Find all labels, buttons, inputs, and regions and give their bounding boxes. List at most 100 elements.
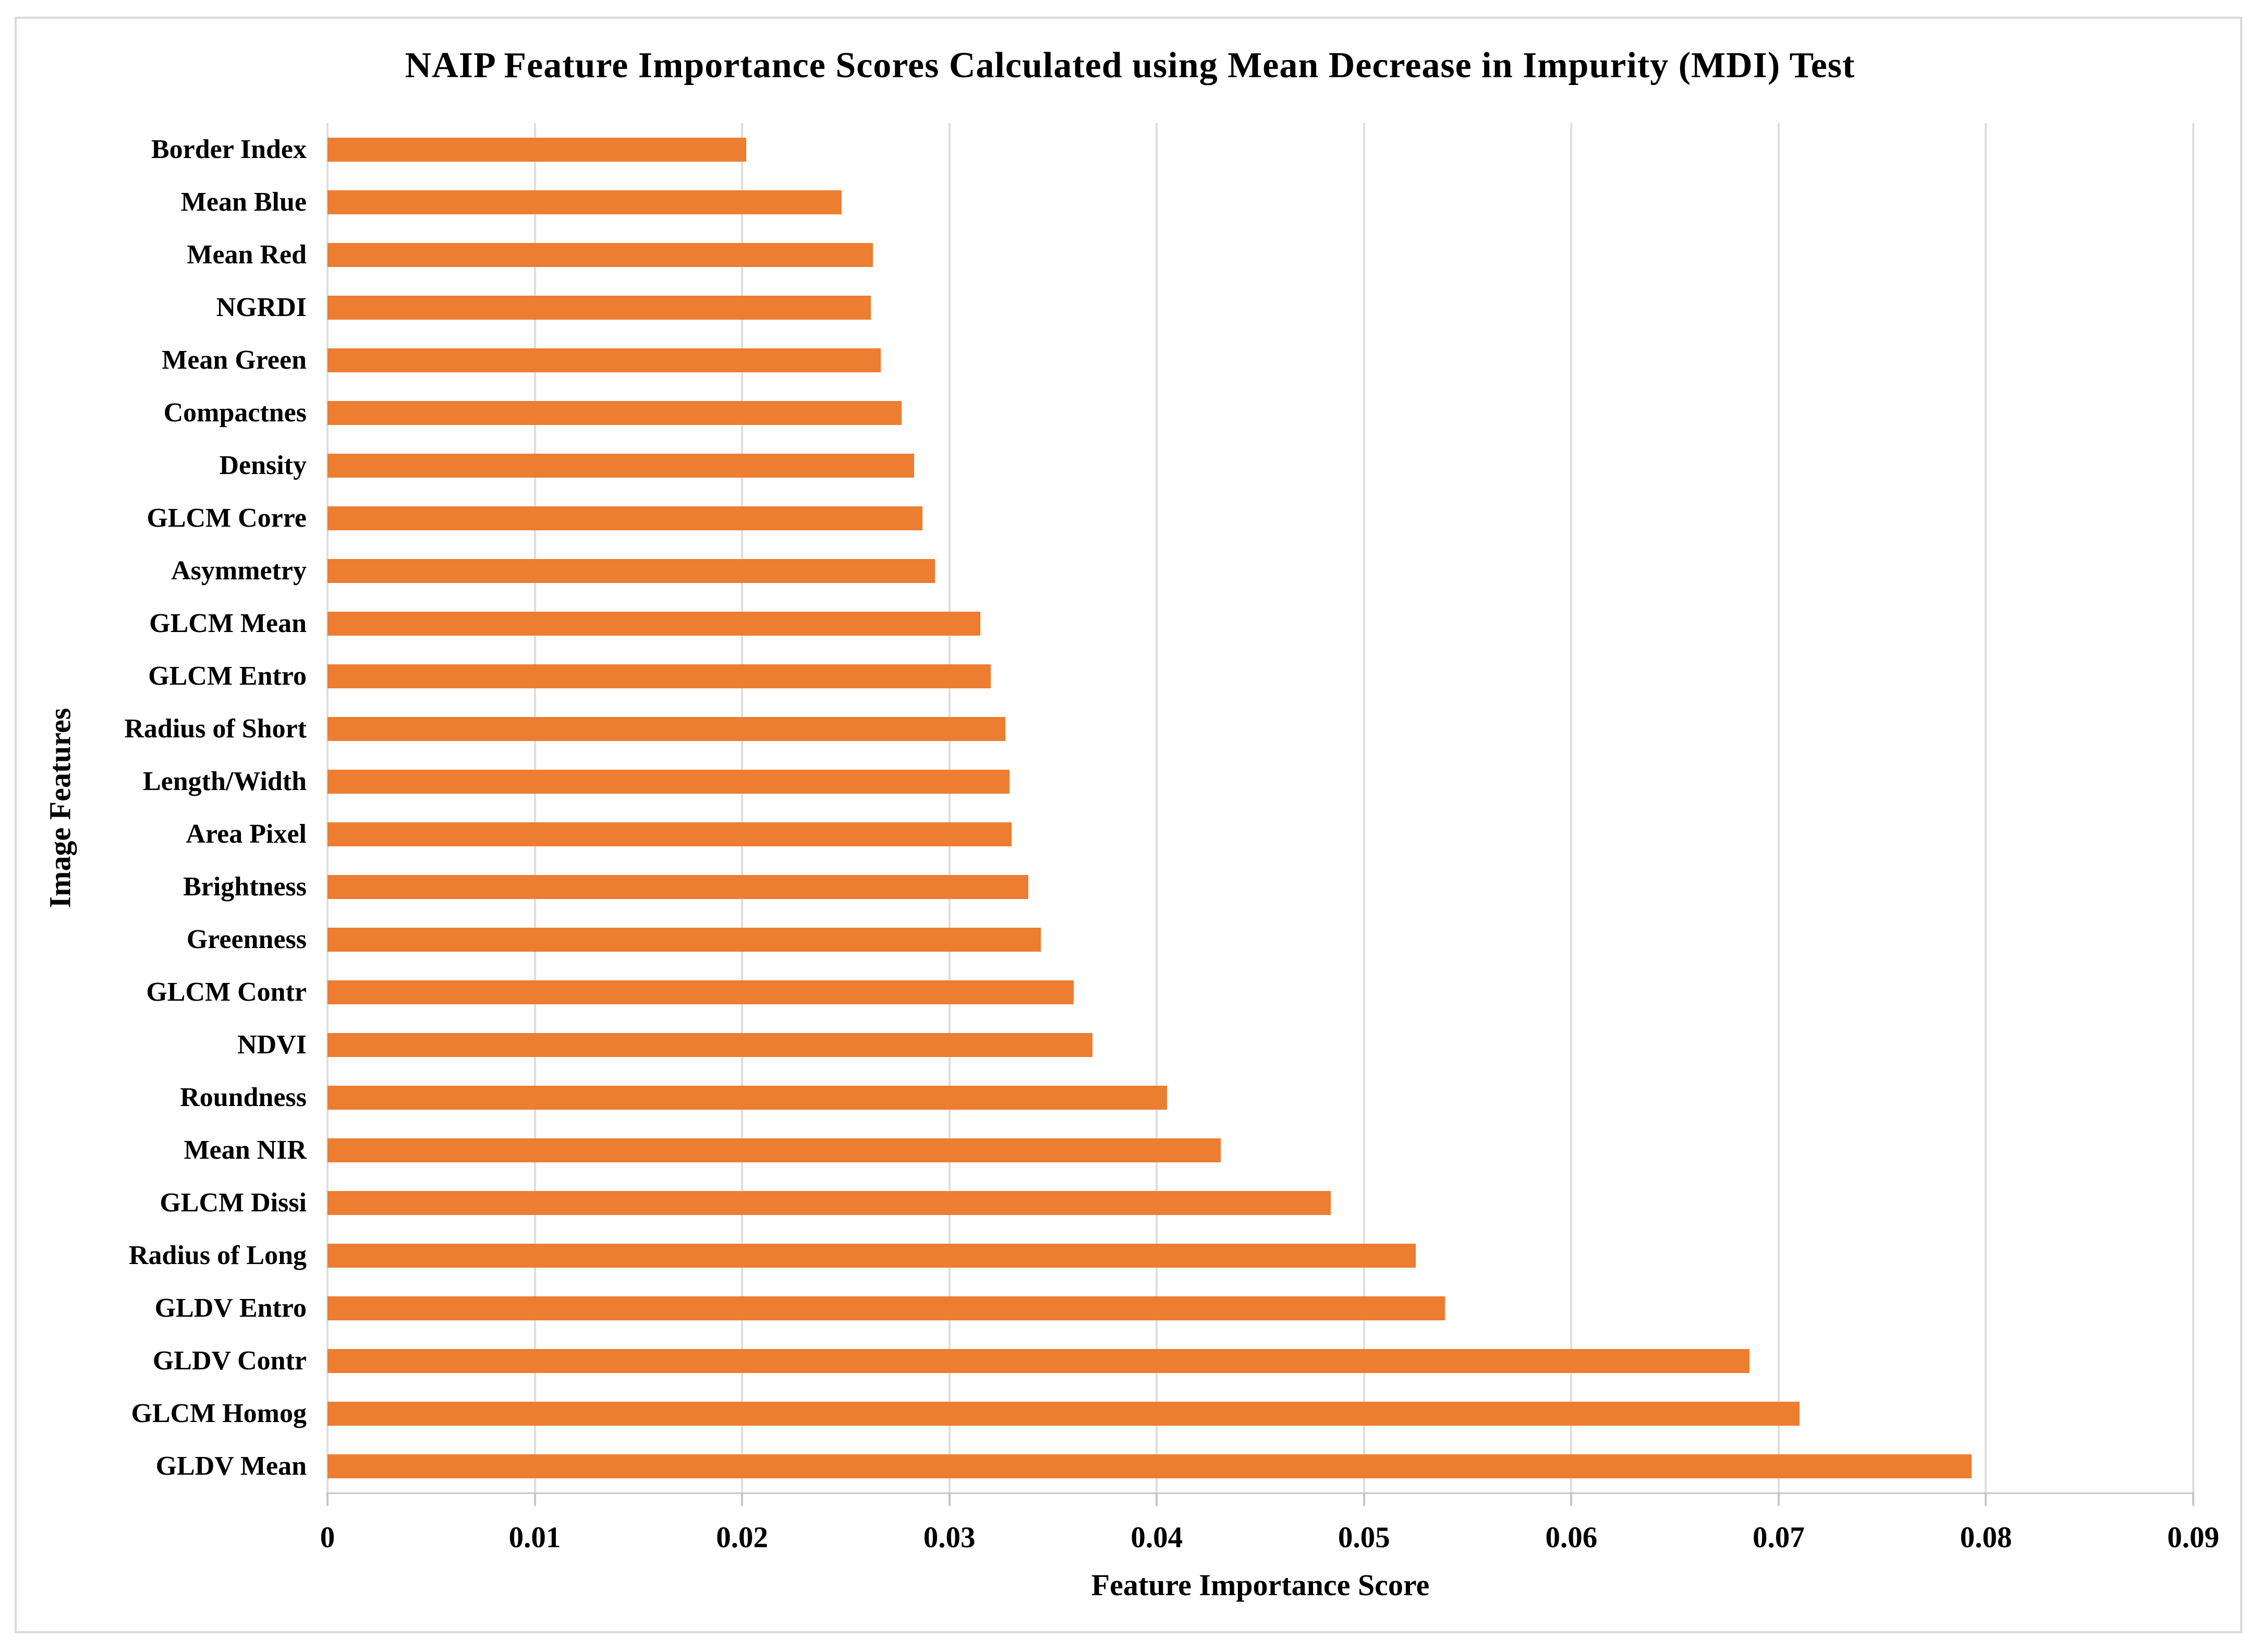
category-label: GLCM Mean — [149, 609, 307, 638]
bar-row — [327, 1176, 2193, 1229]
category-label: Radius of Short — [124, 714, 307, 744]
bar — [327, 769, 1010, 794]
bar — [327, 822, 1012, 846]
bar — [327, 716, 1005, 741]
bar — [327, 611, 981, 636]
bar — [327, 1296, 1445, 1320]
category-label: Length/Width — [142, 767, 307, 796]
gridline-0.09 — [2192, 123, 2194, 1492]
bar — [327, 190, 842, 214]
bar — [327, 927, 1041, 952]
bar-row — [327, 492, 2193, 544]
chart-title: NAIP Feature Importance Scores Calculate… — [405, 45, 1855, 86]
x-tick-label: 0 — [320, 1521, 335, 1554]
bar-row — [327, 1440, 2193, 1492]
x-axis-tick-0.01 — [533, 1492, 536, 1506]
category-label: GLDV Contr — [152, 1346, 307, 1376]
bar-row — [327, 1018, 2193, 1071]
category-label: Compactnes — [163, 398, 307, 428]
bar — [327, 1454, 1972, 1478]
x-axis-tick-0.05 — [1363, 1492, 1365, 1506]
bar — [327, 506, 922, 530]
category-label: Asymmetry — [171, 556, 307, 586]
category-label: GLCM Corre — [147, 503, 307, 533]
category-label: Mean Green — [162, 345, 307, 375]
bar — [327, 1138, 1221, 1162]
bar-row — [327, 860, 2193, 913]
bar — [327, 664, 991, 688]
category-label: NGRDI — [216, 293, 307, 322]
gridline-0.06 — [1570, 123, 1573, 1492]
x-axis-tick-0 — [326, 1492, 329, 1506]
bar — [327, 137, 747, 162]
bar-row — [327, 123, 2193, 176]
x-axis-tick-0.04 — [1156, 1492, 1158, 1506]
x-tick-label: 0.02 — [716, 1521, 768, 1554]
gridline-0.03 — [948, 123, 951, 1492]
x-axis-tick-0.08 — [1985, 1492, 1987, 1506]
bar — [327, 400, 902, 425]
category-label: Area Pixel — [186, 819, 307, 849]
bar — [327, 295, 871, 320]
bar-row — [327, 334, 2193, 386]
bar-row — [327, 1282, 2193, 1334]
category-label: GLCM Contr — [146, 977, 307, 1007]
bar-row — [327, 176, 2193, 228]
x-axis-line — [327, 1492, 2193, 1494]
x-tick-label: 0.09 — [2167, 1521, 2219, 1554]
bar-row — [327, 1124, 2193, 1176]
bar-row — [327, 1334, 2193, 1387]
x-tick-label: 0.07 — [1753, 1521, 1805, 1554]
gridline-0.05 — [1363, 123, 1365, 1492]
category-label: GLDV Entro — [154, 1293, 307, 1323]
gridline-0 — [326, 123, 329, 1492]
x-tick-label: 0.03 — [923, 1521, 976, 1554]
x-axis-title: Feature Importance Score — [1091, 1568, 1430, 1602]
category-label: GLCM Dissi — [160, 1188, 307, 1218]
category-label: GLDV Mean — [155, 1451, 307, 1481]
bar-row — [327, 755, 2193, 808]
category-axis-labels: Border Index Mean Blue Mean Red NGRDI Mean G… — [21, 123, 307, 1492]
x-tick-label: 0.04 — [1131, 1521, 1183, 1554]
category-label: GLCM Homog — [131, 1399, 307, 1428]
bar — [327, 980, 1074, 1004]
category-label: Mean Red — [187, 240, 307, 270]
gridline-0.01 — [533, 123, 536, 1492]
category-label: Mean Blue — [180, 187, 307, 217]
bar-row — [327, 281, 2193, 334]
bar-row — [327, 1387, 2193, 1440]
category-label: Brightness — [183, 872, 307, 902]
bar-row — [327, 1071, 2193, 1124]
bar-row — [327, 439, 2193, 492]
bar-row — [327, 913, 2193, 966]
x-axis-tick-0.03 — [948, 1492, 951, 1506]
bar — [327, 1401, 1800, 1426]
category-label: Mean NIR — [184, 1135, 307, 1165]
bar — [327, 1349, 1750, 1373]
x-tick-label: 0.05 — [1338, 1521, 1390, 1554]
bar — [327, 242, 873, 267]
bar-row — [327, 650, 2193, 702]
bar-row — [327, 597, 2193, 650]
bar — [327, 453, 915, 478]
bar — [327, 1032, 1092, 1057]
category-label: Border Index — [151, 135, 307, 164]
x-axis-tick-0.09 — [2192, 1492, 2194, 1506]
gridline-0.08 — [1985, 123, 1987, 1492]
bar-row — [327, 386, 2193, 439]
bar — [327, 558, 935, 583]
x-tick-label: 0.06 — [1545, 1521, 1598, 1554]
bar-row — [327, 544, 2193, 597]
category-label: NDVI — [237, 1030, 307, 1060]
plot-area — [326, 123, 2194, 1506]
bar — [327, 1085, 1168, 1110]
gridline-0.02 — [741, 123, 744, 1492]
bar-row — [327, 702, 2193, 755]
category-label: Density — [219, 451, 307, 480]
gridline-0.07 — [1777, 123, 1780, 1492]
category-label: Roundness — [180, 1083, 307, 1112]
bar-row — [327, 1229, 2193, 1282]
gridline-0.04 — [1156, 123, 1158, 1492]
x-tick-label: 0.08 — [1960, 1521, 2012, 1554]
